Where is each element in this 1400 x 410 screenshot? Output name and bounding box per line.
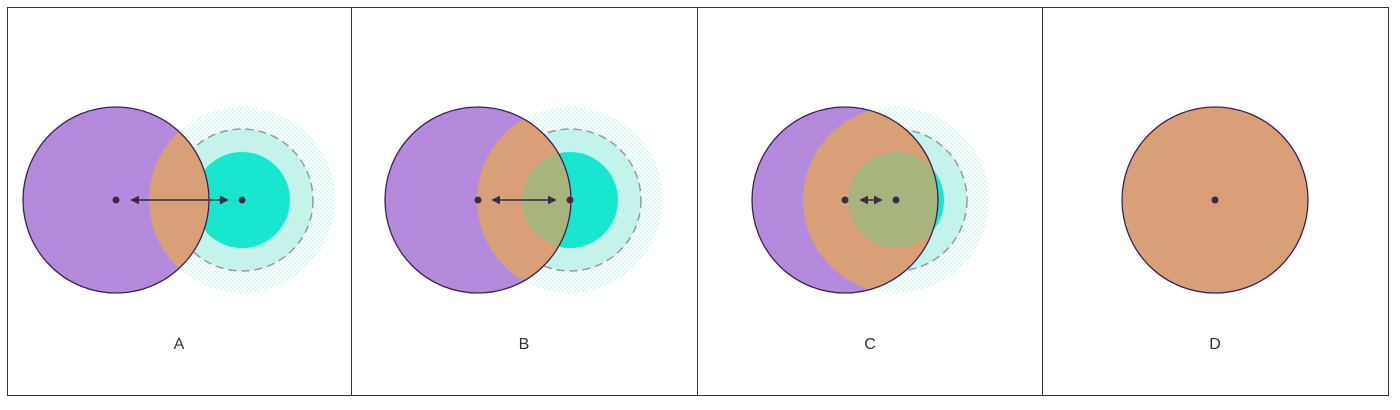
center-dot-left <box>112 196 120 204</box>
center-dot-right <box>566 196 574 204</box>
panel-a-label: A <box>174 336 185 353</box>
panel-c: C <box>697 7 1043 396</box>
purple-outline <box>751 106 939 294</box>
panel-d-label: D <box>1209 336 1221 353</box>
overlap-orange <box>149 107 209 293</box>
center-dot-right <box>238 196 246 204</box>
center-dot-left <box>474 196 482 204</box>
panel-c-label: C <box>864 336 876 353</box>
panel-a: A <box>7 7 352 396</box>
center-dot-right <box>892 196 900 204</box>
center-dot-left <box>841 196 849 204</box>
panel-b: B <box>351 7 698 396</box>
center-dot <box>1211 196 1219 204</box>
panel-d: D <box>1042 7 1389 396</box>
panel-b-label: B <box>519 336 530 353</box>
